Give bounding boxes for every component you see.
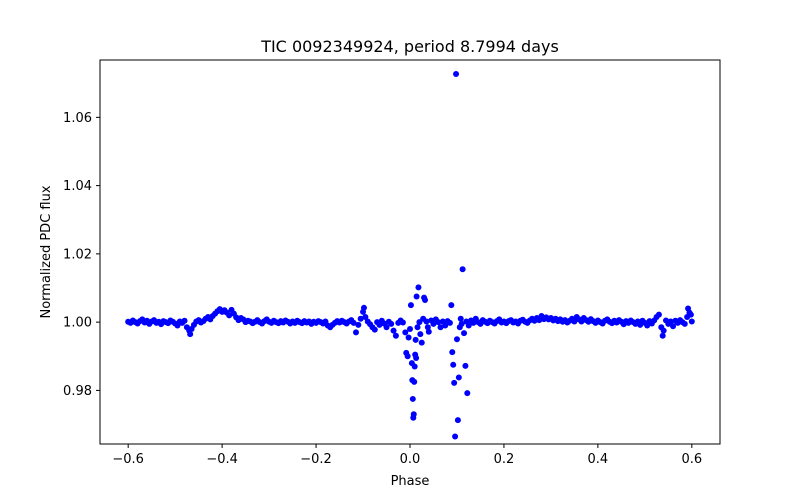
data-point [571,318,578,325]
data-point [355,321,362,328]
y-axis-label: Normalized PDC flux [39,185,54,318]
data-point [360,304,367,311]
data-point [181,317,188,324]
data-point [362,314,369,321]
data-point [350,319,357,326]
y-tick-label: 1.02 [63,247,92,262]
data-point [442,322,449,329]
x-axis-label: Phase [391,474,430,489]
data-point [644,322,651,329]
data-point [388,320,395,327]
data-point [405,334,412,341]
data-point [430,320,437,327]
data-point [371,326,378,333]
data-point [457,315,464,322]
data-point [402,329,409,336]
data-point [422,296,429,303]
data-point [461,330,468,337]
data-point [187,331,194,338]
data-point [418,339,425,346]
data-point [411,363,418,370]
data-point [352,329,359,336]
data-point [452,433,459,440]
data-point [462,362,469,369]
y-tick-label: 1.04 [63,179,92,194]
data-point [410,411,417,418]
data-point [404,353,411,360]
data-point [681,320,688,327]
data-point [383,324,390,331]
data-point [667,318,674,325]
data-point [448,302,455,309]
data-point [437,324,444,331]
data-point [226,312,233,319]
data-point [399,319,406,326]
x-tick-label: −0.2 [300,452,332,467]
data-point [660,327,667,334]
data-point [446,319,453,326]
data-point [392,332,399,339]
data-point [417,331,424,338]
x-axis-ticks: −0.6 −0.4 −0.2 0.0 0.2 0.4 0.6 [112,444,702,467]
chart-title: TIC 0092349924, period 8.7994 days [260,37,559,56]
data-point [453,70,460,77]
data-point [435,319,442,326]
x-tick-label: −0.6 [112,452,144,467]
x-tick-label: 0.4 [588,452,609,467]
data-point [425,328,432,335]
data-point [411,378,418,385]
y-axis-ticks: 0.98 1.00 1.02 1.04 1.06 [63,111,100,399]
data-point [458,320,465,327]
data-point [451,379,458,386]
data-point [413,354,420,361]
data-point [407,302,414,309]
x-tick-label: 0.0 [400,452,421,467]
y-tick-label: 0.98 [63,384,92,399]
data-point [655,311,662,318]
x-tick-label: 0.6 [681,452,702,467]
data-points [125,70,695,440]
data-point [423,318,430,325]
data-point [449,349,456,356]
y-tick-label: 1.00 [63,316,92,331]
data-point [357,315,364,322]
data-point [455,374,462,381]
data-point [454,417,461,424]
x-tick-label: 0.2 [494,452,515,467]
data-point [450,361,457,368]
x-tick-label: −0.4 [206,452,238,467]
data-point [409,395,416,402]
data-point [414,324,421,331]
data-point [407,325,413,332]
data-point [453,336,460,343]
y-tick-label: 1.06 [63,111,92,126]
data-point [415,284,422,291]
data-point [688,318,695,325]
data-point [670,323,677,330]
data-point [464,390,471,397]
data-point [687,311,694,318]
data-point [413,293,420,300]
data-point [659,332,666,339]
data-point [459,266,466,273]
data-point [412,336,419,343]
data-point [390,327,397,334]
data-point [465,322,472,329]
